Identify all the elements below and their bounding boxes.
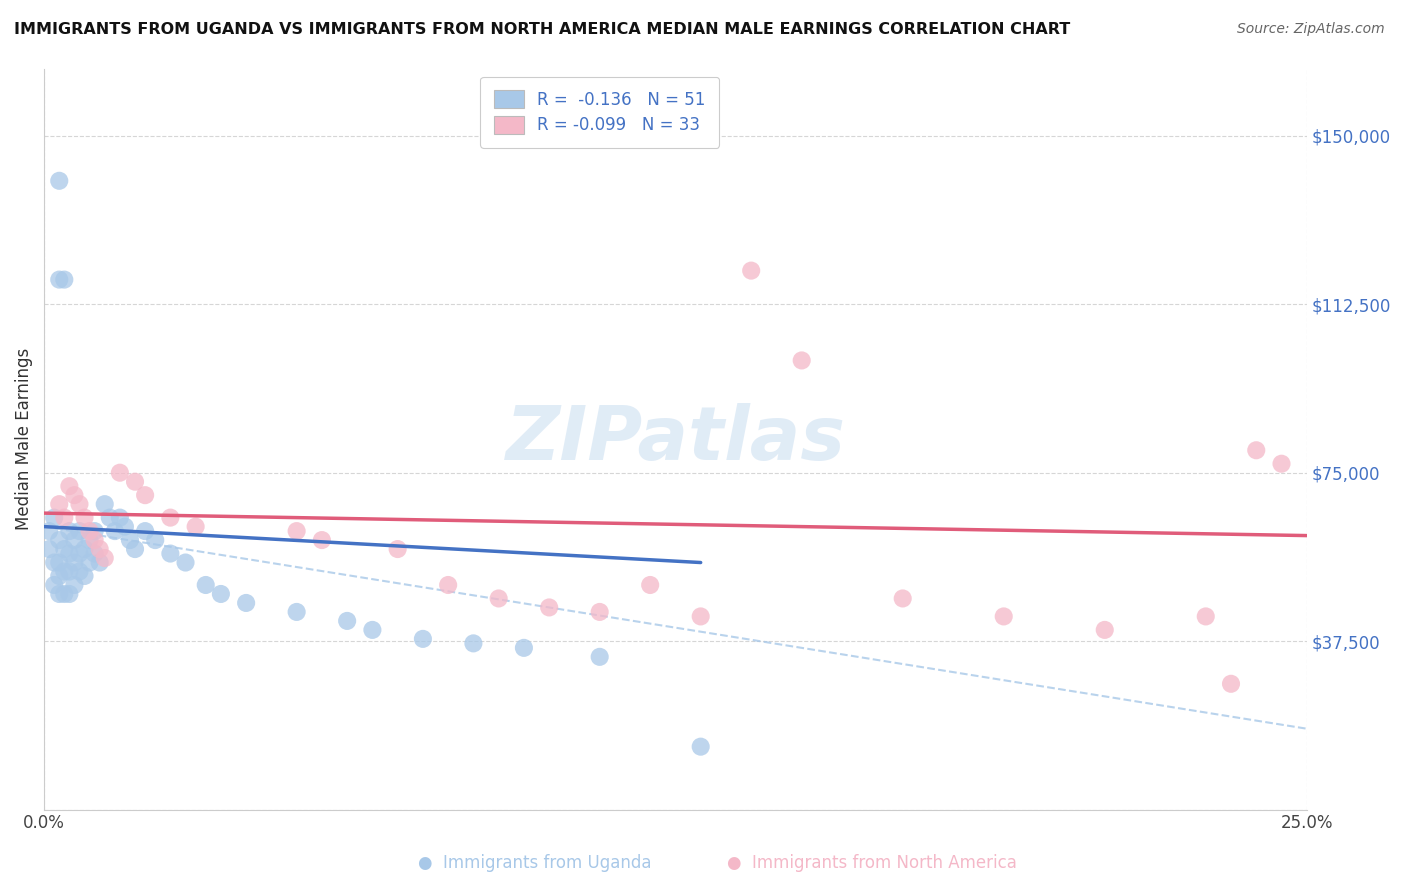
Point (311, 533, 333, 547)
Point (412, 632, 434, 646)
Point (689, 739, 711, 754)
Point (993, 609, 1015, 624)
Point (48, 174, 70, 188)
Point (53, 587, 76, 601)
Point (48, 272, 70, 286)
Point (83, 547, 105, 561)
Text: IMMIGRANTS FROM UGANDA VS IMMIGRANTS FROM NORTH AMERICA MEDIAN MALE EARNINGS COR: IMMIGRANTS FROM UGANDA VS IMMIGRANTS FRO… (14, 22, 1070, 37)
Point (48, 556, 70, 570)
Point (159, 510, 181, 524)
Point (89, 542, 111, 557)
Point (58, 524, 80, 538)
Text: ●  Immigrants from North America: ● Immigrants from North America (727, 855, 1017, 872)
Point (63, 578, 86, 592)
Point (79, 533, 101, 547)
Point (361, 623, 384, 637)
Point (53, 510, 76, 524)
Point (184, 519, 207, 533)
Point (98, 510, 121, 524)
Point (143, 533, 166, 547)
Point (93, 497, 115, 511)
Point (79, 556, 101, 570)
Point (53, 542, 76, 557)
Point (463, 636, 485, 650)
Point (73, 510, 96, 524)
Point (114, 519, 136, 533)
Point (1094, 623, 1116, 637)
Point (38, 542, 60, 557)
Point (235, 596, 257, 610)
Point (48, 497, 70, 511)
Text: Source: ZipAtlas.com: Source: ZipAtlas.com (1237, 22, 1385, 37)
Point (891, 591, 914, 606)
Y-axis label: Median Male Earnings: Median Male Earnings (15, 348, 32, 530)
Point (336, 614, 359, 628)
Point (1195, 609, 1218, 624)
Point (93, 551, 115, 566)
Point (58, 587, 80, 601)
Point (638, 578, 661, 592)
Legend: R =  -0.136   N = 51, R = -0.099   N = 33: R = -0.136 N = 51, R = -0.099 N = 33 (481, 77, 718, 147)
Text: ●  Immigrants from Uganda: ● Immigrants from Uganda (418, 855, 651, 872)
Point (1244, 443, 1267, 458)
Point (124, 475, 146, 489)
Point (53, 272, 76, 286)
Point (73, 542, 96, 557)
Point (44, 578, 66, 592)
Point (83, 524, 105, 538)
Point (69, 547, 91, 561)
Point (63, 556, 86, 570)
Point (108, 510, 131, 524)
Point (134, 524, 156, 538)
Point (513, 640, 536, 655)
Text: ZIPatlas: ZIPatlas (505, 402, 845, 475)
Point (387, 542, 409, 557)
Point (69, 565, 91, 579)
Point (89, 556, 111, 570)
Point (134, 488, 156, 502)
Point (73, 569, 96, 583)
Point (69, 497, 91, 511)
Point (44, 510, 66, 524)
Point (48, 533, 70, 547)
Point (1220, 677, 1243, 691)
Point (58, 479, 80, 493)
Point (69, 524, 91, 538)
Point (437, 578, 460, 592)
Point (38, 524, 60, 538)
Point (790, 353, 813, 368)
Point (44, 556, 66, 570)
Point (488, 591, 510, 606)
Point (79, 524, 101, 538)
Point (589, 605, 612, 619)
Point (104, 524, 127, 538)
Point (689, 609, 711, 624)
Point (58, 565, 80, 579)
Point (589, 649, 612, 664)
Point (538, 600, 561, 615)
Point (63, 488, 86, 502)
Point (209, 587, 232, 601)
Point (48, 587, 70, 601)
Point (174, 556, 197, 570)
Point (159, 547, 181, 561)
Point (48, 569, 70, 583)
Point (124, 542, 146, 557)
Point (108, 466, 131, 480)
Point (63, 533, 86, 547)
Point (285, 605, 308, 619)
Point (118, 533, 141, 547)
Point (53, 565, 76, 579)
Point (58, 547, 80, 561)
Point (194, 578, 217, 592)
Point (285, 524, 308, 538)
Point (740, 263, 762, 277)
Point (1270, 457, 1292, 471)
Point (83, 533, 105, 547)
